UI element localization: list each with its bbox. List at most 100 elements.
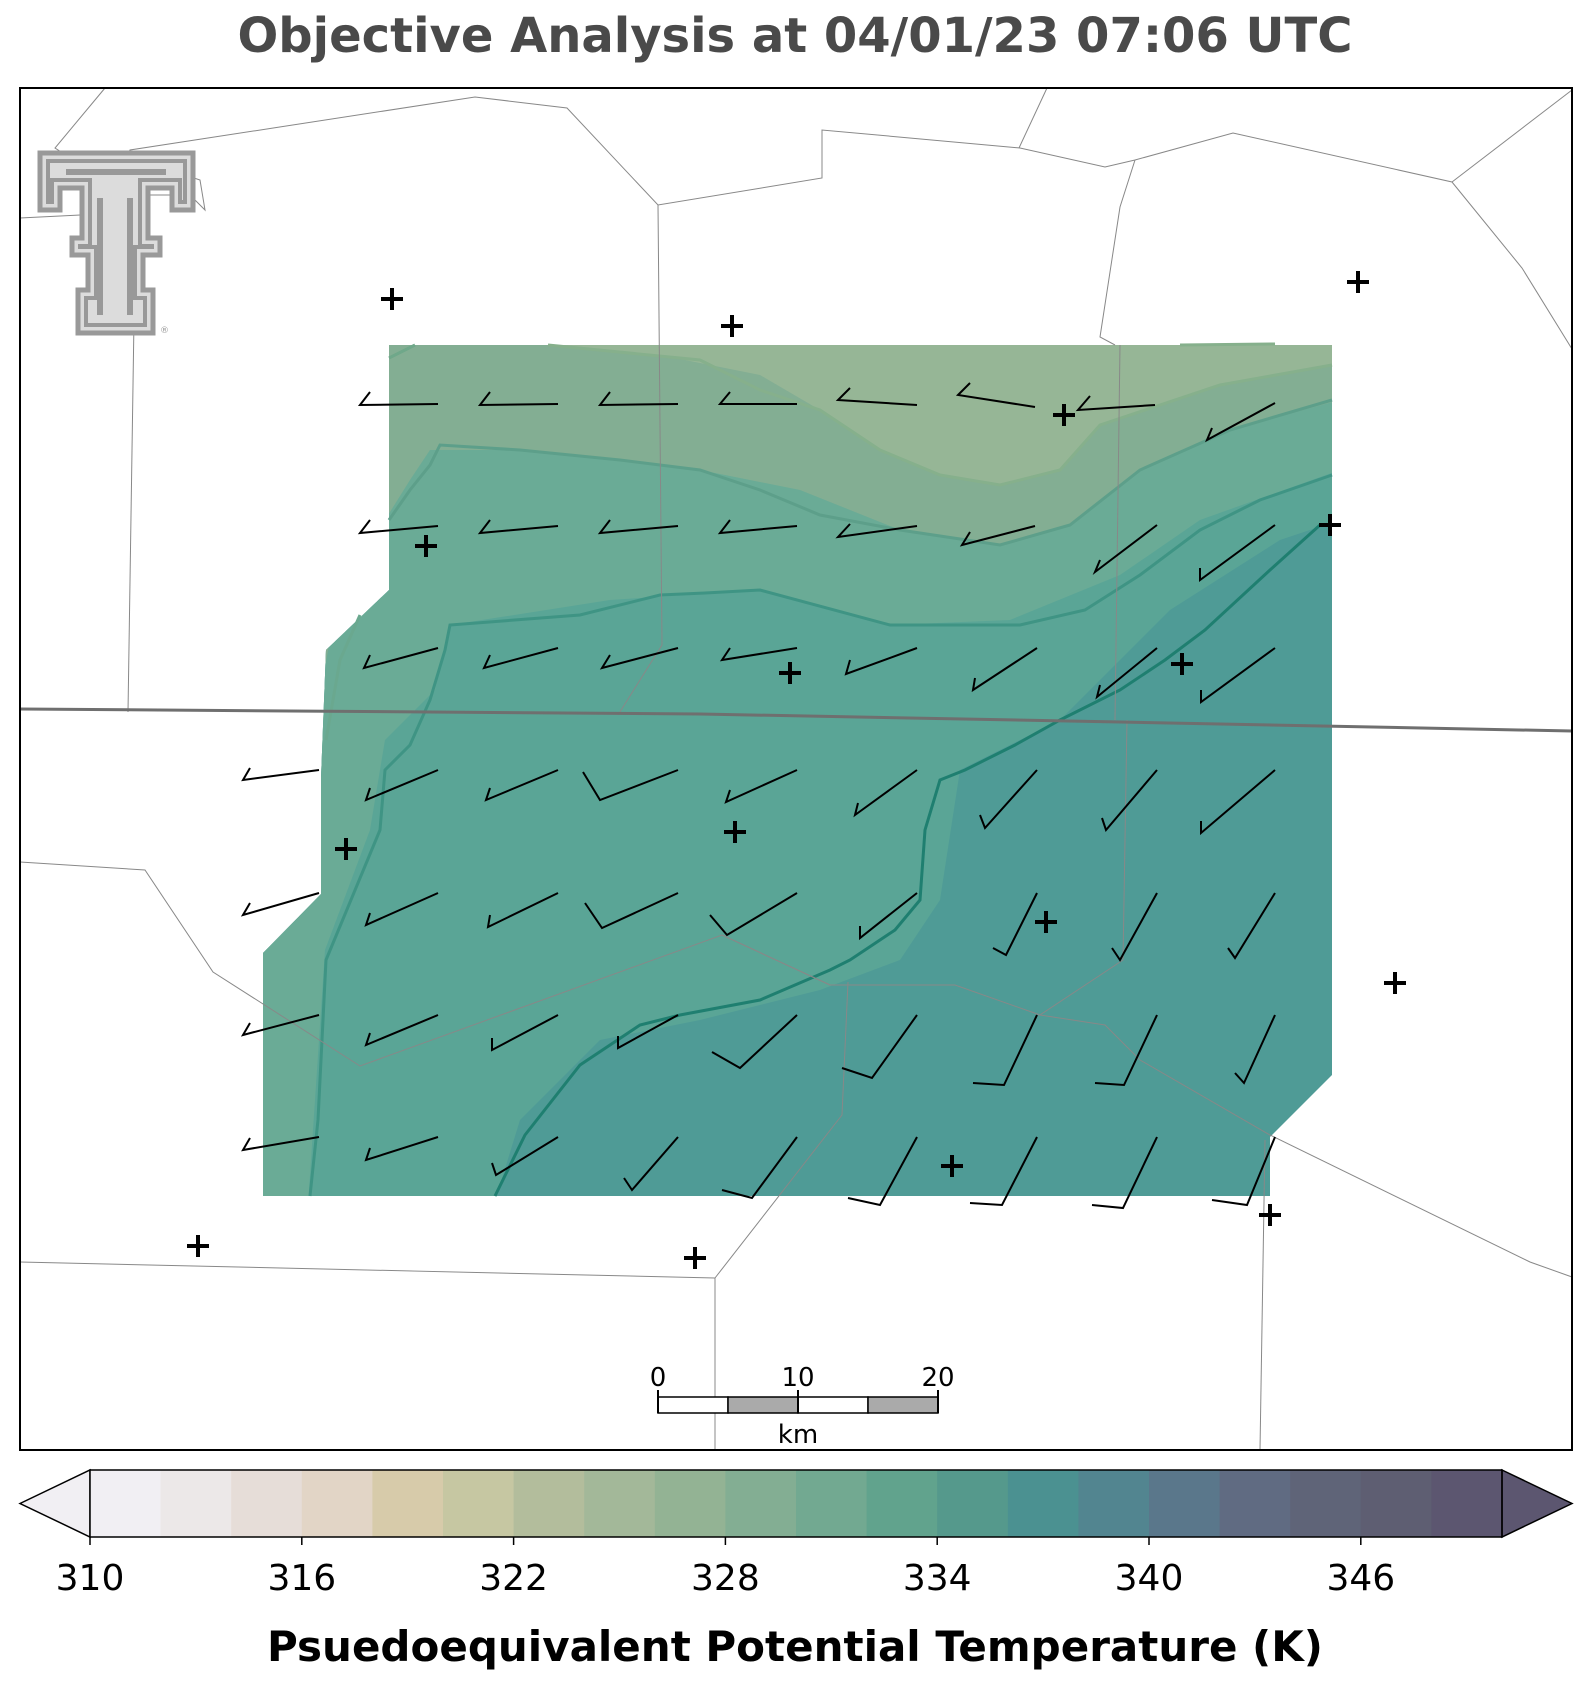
wind-barb [719, 647, 798, 662]
svg-text:®: ® [160, 326, 169, 336]
wind-barb [241, 1136, 320, 1152]
theta-e-fill [263, 345, 1332, 1196]
wind-barb [1199, 524, 1276, 582]
wind-barb [491, 1136, 559, 1177]
colorbar: 310 316 322 328 334 340 346 [18, 1468, 1574, 1599]
wind-barb [1091, 1136, 1158, 1210]
wind-barb [717, 519, 798, 535]
theta-e-contours [308, 342, 1333, 1197]
colorbar-bin [654, 1470, 726, 1537]
wind-barb [972, 1014, 1038, 1087]
station-marker [941, 1155, 963, 1177]
wind-barb [1092, 524, 1158, 576]
wind-barb [357, 519, 439, 535]
colorbar-extend-high [1501, 1468, 1574, 1539]
colorbar-bin [1360, 1470, 1432, 1537]
map-frame [19, 87, 1573, 1451]
wind-barb [1094, 1014, 1158, 1087]
wind-barb [992, 892, 1038, 957]
wind-barb [1204, 402, 1276, 443]
page-title: Objective Analysis at 04/01/23 07:06 UTC [237, 8, 1353, 64]
wind-barb [971, 647, 1038, 693]
colorbar-tick-label: 334 [903, 1558, 972, 1599]
scale-unit: km [778, 1420, 818, 1450]
station-marker [1171, 653, 1193, 675]
wind-barb [859, 892, 918, 941]
station-marker [684, 1247, 706, 1269]
colorbar-bin [1431, 1470, 1503, 1537]
colorbar-outline [89, 1469, 1503, 1538]
wind-barb [1095, 647, 1158, 700]
colorbar-bin [1219, 1470, 1291, 1537]
wind-barb [364, 1014, 439, 1047]
wind-barb [364, 769, 439, 802]
wind-barb [717, 391, 797, 405]
wind-barb [584, 892, 679, 930]
wind-barb [1101, 769, 1158, 832]
wind-barb [623, 1136, 679, 1192]
wind-barb [969, 1136, 1038, 1207]
wind-barb [241, 767, 320, 782]
colorbar-tick-label: 322 [479, 1558, 548, 1599]
station-marker [1347, 271, 1369, 293]
station-marker [335, 838, 357, 860]
wind-barb [853, 769, 918, 818]
wind-barb [582, 769, 679, 802]
colorbar-bin [725, 1470, 797, 1537]
wind-barb [711, 1014, 798, 1070]
wind-barb [597, 391, 679, 407]
station-marker [1384, 972, 1406, 994]
wind-barb [477, 519, 559, 535]
wind-barb [477, 391, 559, 407]
scale-tick-20: 20 [921, 1363, 954, 1393]
colorbar-bin [937, 1470, 1009, 1537]
station-marker [721, 315, 743, 337]
colorbar-tick-label: 310 [56, 1558, 125, 1599]
wind-barb [364, 1136, 439, 1162]
colorbar-tick-label: 328 [691, 1558, 760, 1599]
colorbar-tick-label: 346 [1326, 1558, 1395, 1599]
wind-barb [844, 647, 918, 676]
colorbar-bin [1078, 1470, 1150, 1537]
station-marker [779, 662, 801, 684]
wind-barb [491, 1014, 559, 1052]
station-marker [187, 1235, 209, 1257]
colorbar-tick-label: 340 [1115, 1558, 1184, 1599]
colorbar-bin [443, 1470, 515, 1537]
wind-barb [599, 647, 679, 670]
station-marker [1319, 514, 1341, 536]
station-marker [415, 535, 437, 557]
wind-barb [959, 525, 1036, 547]
wind-barb [1200, 769, 1276, 836]
state-boundary [19, 707, 1573, 733]
wind-barb [955, 382, 1036, 408]
wind-barb [1200, 647, 1276, 704]
station-marker [724, 821, 746, 843]
wind-barb [482, 647, 559, 670]
colorbar-tick-label: 316 [267, 1558, 336, 1599]
colorbar-label: Psuedoequivalent Potential Temperature (… [267, 1622, 1323, 1671]
wind-barb [362, 647, 439, 670]
wind-barb [835, 523, 918, 539]
colorbar-bin [160, 1470, 232, 1537]
station-marker [1053, 404, 1075, 426]
wind-barb [1227, 892, 1276, 960]
wind-barb [364, 892, 439, 927]
colorbar-bin [1290, 1470, 1362, 1537]
wind-barb [597, 519, 679, 535]
wind-barb [240, 1014, 320, 1037]
wind-barb [484, 769, 559, 802]
wind-barb [617, 1014, 679, 1050]
wind-barb [1111, 892, 1158, 962]
wind-barb [979, 769, 1038, 830]
wind-barb [1234, 1014, 1276, 1085]
wind-barb [847, 1136, 918, 1207]
wind-barb [1075, 395, 1156, 412]
wind-barb [486, 892, 559, 929]
station-marker [1259, 1204, 1281, 1226]
wind-barb [240, 892, 320, 917]
wind-barb [709, 892, 798, 937]
station-marker [1035, 911, 1057, 933]
station-marker [381, 288, 403, 310]
